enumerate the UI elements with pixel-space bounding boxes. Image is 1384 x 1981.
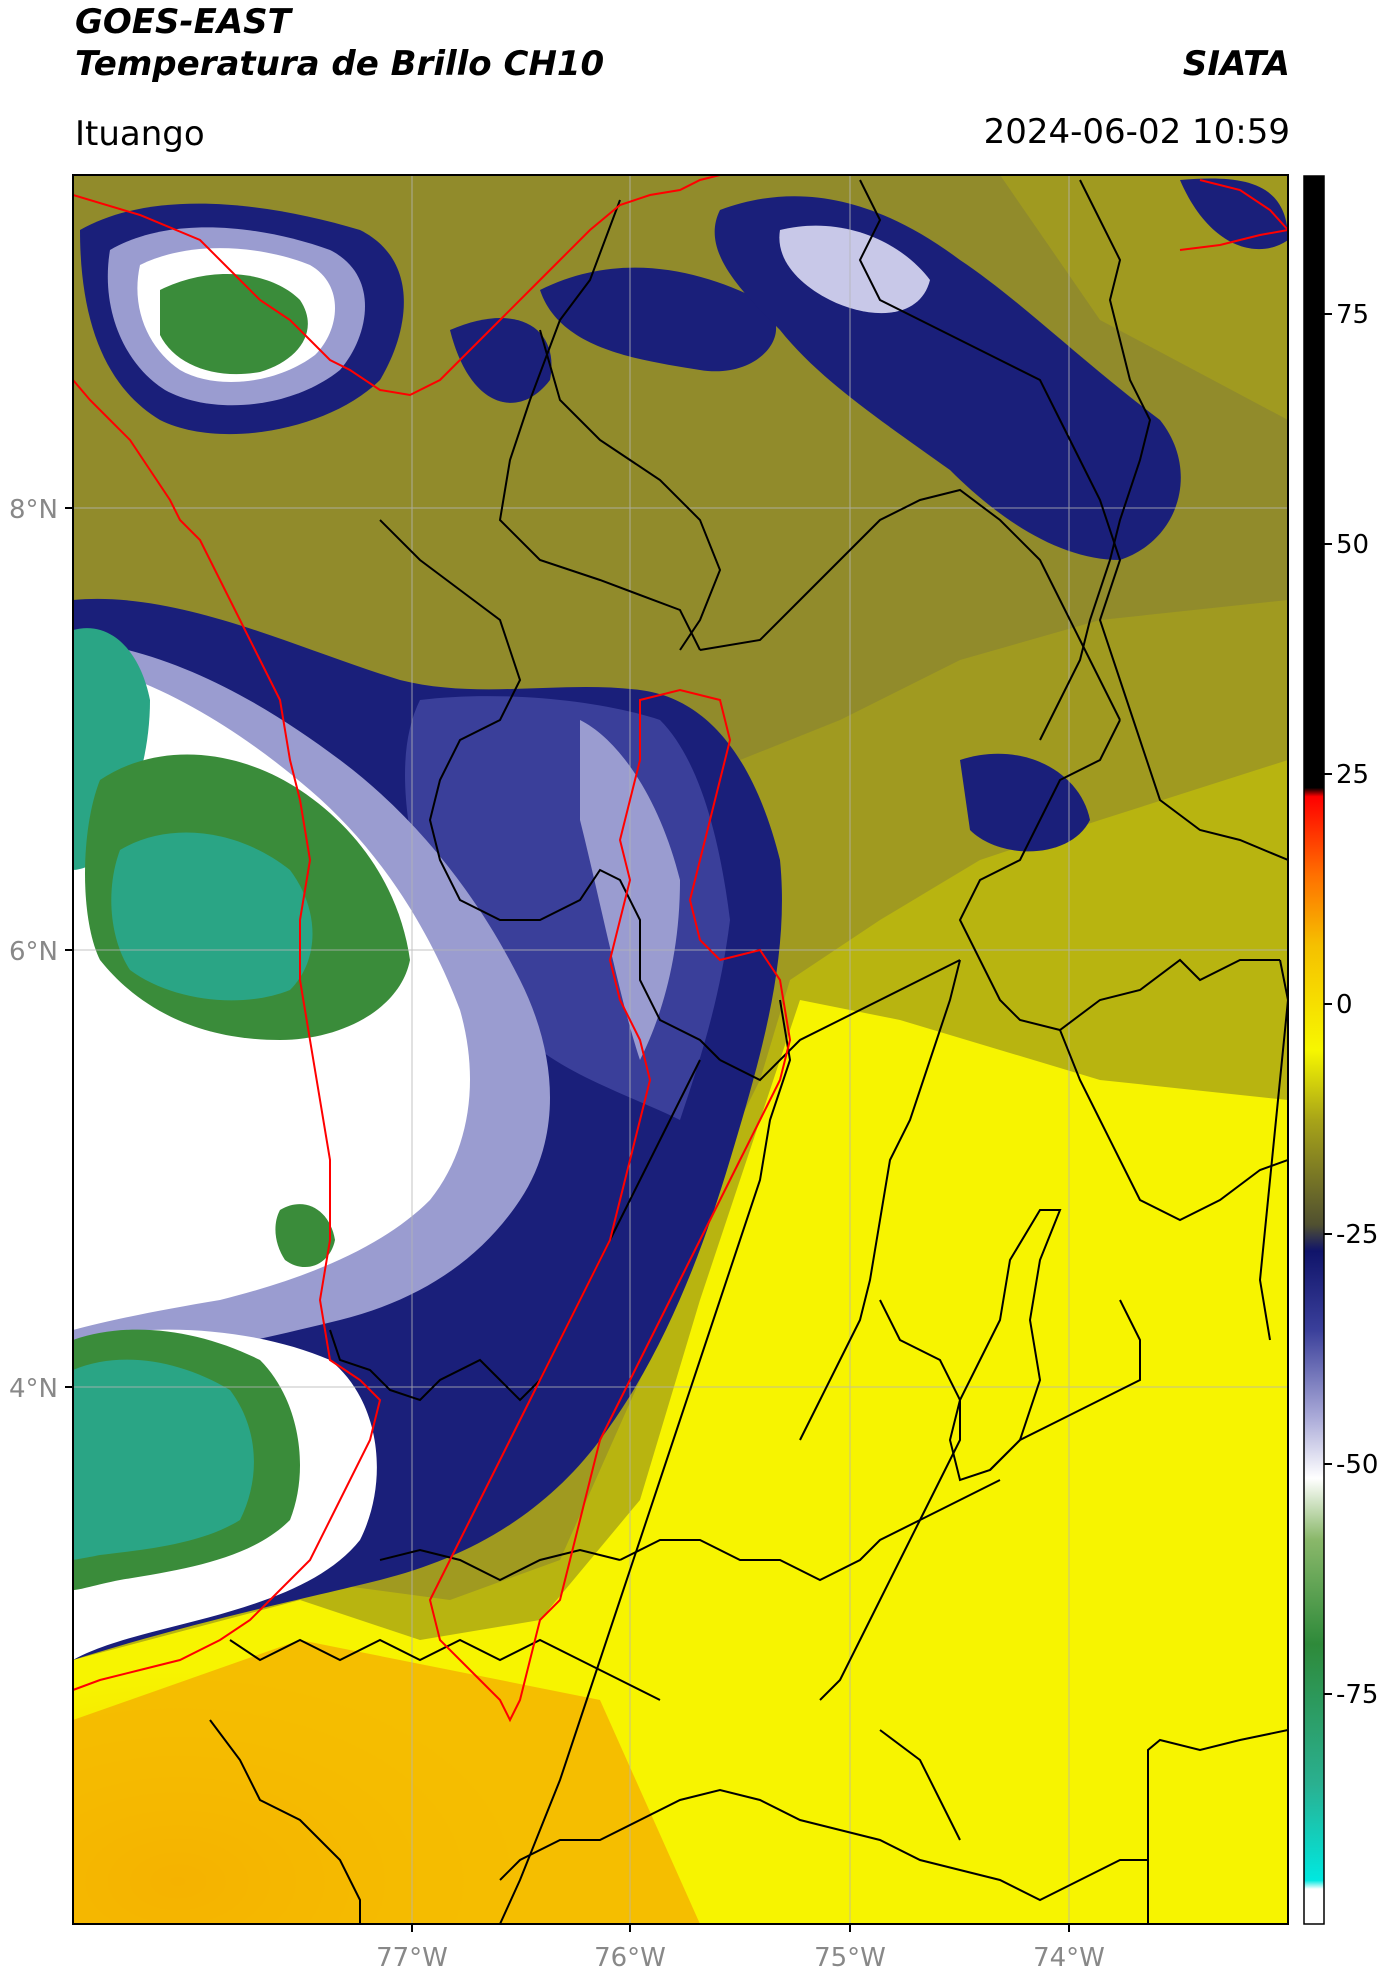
- colorbar-tick-label: -75: [1336, 1680, 1378, 1710]
- datetime-label: 2024-06-02 10:59: [983, 112, 1290, 152]
- lat-label-6n: 6°N: [9, 937, 58, 967]
- department-borders: [209, 179, 1288, 1924]
- satellite-title: GOES-EAST: [75, 2, 291, 42]
- colorbar-tick-label: -25: [1336, 1220, 1378, 1250]
- product-title: Temperatura de Brillo CH10: [75, 44, 605, 84]
- red-boundaries: [73, 175, 1288, 1723]
- colorbar-gradient: [1303, 175, 1325, 1925]
- colorbar: 75 50 25 0 -25 -50 -75: [1303, 175, 1378, 1925]
- lon-label-75w: 75°W: [814, 1943, 886, 1973]
- lat-label-8n: 8°N: [9, 495, 58, 525]
- location-label: Ituango: [75, 114, 205, 154]
- colorbar-tick-label: 75: [1336, 300, 1369, 330]
- colorbar-tick-label: -50: [1336, 1450, 1378, 1480]
- colorbar-tick-label: 50: [1336, 530, 1369, 560]
- graticule: [73, 175, 1288, 1924]
- brand-label: SIATA: [1182, 44, 1290, 84]
- colorbar-tick-label: 25: [1336, 760, 1369, 790]
- colorbar-tick-label: 0: [1336, 990, 1353, 1020]
- lon-label-74w: 74°W: [1033, 1943, 1105, 1973]
- lon-label-76w: 76°W: [594, 1943, 666, 1973]
- lat-label-4n: 4°N: [9, 1374, 58, 1404]
- brightness-temperature-field: [73, 175, 1288, 1924]
- lon-label-77w: 77°W: [376, 1943, 448, 1973]
- map-frame: [72, 174, 1289, 1925]
